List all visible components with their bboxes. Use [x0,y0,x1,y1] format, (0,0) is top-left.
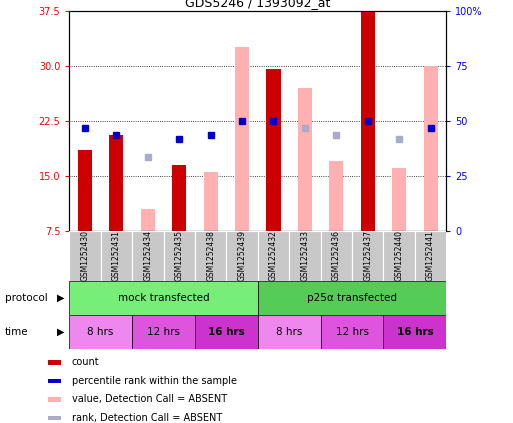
Text: GSM1252433: GSM1252433 [301,231,309,281]
Text: GSM1252434: GSM1252434 [143,231,152,281]
Text: 16 hrs: 16 hrs [208,327,245,337]
Text: 12 hrs: 12 hrs [147,327,180,337]
Text: GSM1252436: GSM1252436 [332,231,341,281]
Text: 8 hrs: 8 hrs [88,327,114,337]
Bar [226,231,258,281]
Bar [235,47,249,231]
Bar [195,315,258,349]
Bar [415,231,446,281]
Text: GSM1252431: GSM1252431 [112,231,121,281]
Text: value, Detection Call = ABSENT: value, Detection Call = ABSENT [72,394,227,404]
Bar [195,231,226,281]
Bar [361,11,375,231]
Text: GSM1252435: GSM1252435 [175,231,184,281]
Bar [48,415,61,420]
Bar [164,231,195,281]
Title: GDS5246 / 1393092_at: GDS5246 / 1393092_at [185,0,330,9]
Text: percentile rank within the sample: percentile rank within the sample [72,376,237,386]
Text: ▶: ▶ [56,327,64,337]
Text: GSM1252440: GSM1252440 [394,231,404,281]
Text: mock transfected: mock transfected [117,293,209,303]
Bar [352,231,383,281]
Bar [321,231,352,281]
Text: rank, Detection Call = ABSENT: rank, Detection Call = ABSENT [72,413,222,423]
Bar [204,172,218,231]
Bar [48,397,61,401]
Bar [298,88,312,231]
Bar [329,161,343,231]
Bar [321,315,383,349]
Text: GSM1252439: GSM1252439 [238,231,247,281]
Bar [383,315,446,349]
Bar [258,281,446,315]
Bar [69,231,101,281]
Bar [69,315,132,349]
Bar [101,231,132,281]
Bar [132,231,164,281]
Bar [289,231,321,281]
Bar [266,69,281,231]
Text: GSM1252430: GSM1252430 [81,231,89,281]
Bar [132,315,195,349]
Text: GSM1252438: GSM1252438 [206,231,215,281]
Text: 16 hrs: 16 hrs [397,327,433,337]
Text: time: time [5,327,29,337]
Text: 12 hrs: 12 hrs [336,327,368,337]
Bar [258,315,321,349]
Bar [383,231,415,281]
Bar [69,281,258,315]
Bar [424,66,438,231]
Text: p25α transfected: p25α transfected [307,293,397,303]
Text: protocol: protocol [5,293,48,303]
Bar [48,379,61,383]
Bar [172,165,186,231]
Text: count: count [72,357,100,367]
Bar [48,360,61,365]
Bar [78,150,92,231]
Text: 8 hrs: 8 hrs [276,327,302,337]
Text: GSM1252441: GSM1252441 [426,231,435,281]
Text: GSM1252432: GSM1252432 [269,231,278,281]
Bar [109,135,124,231]
Bar [258,231,289,281]
Bar [392,168,406,231]
Text: ▶: ▶ [56,293,64,303]
Text: GSM1252437: GSM1252437 [363,231,372,281]
Bar [141,209,155,231]
